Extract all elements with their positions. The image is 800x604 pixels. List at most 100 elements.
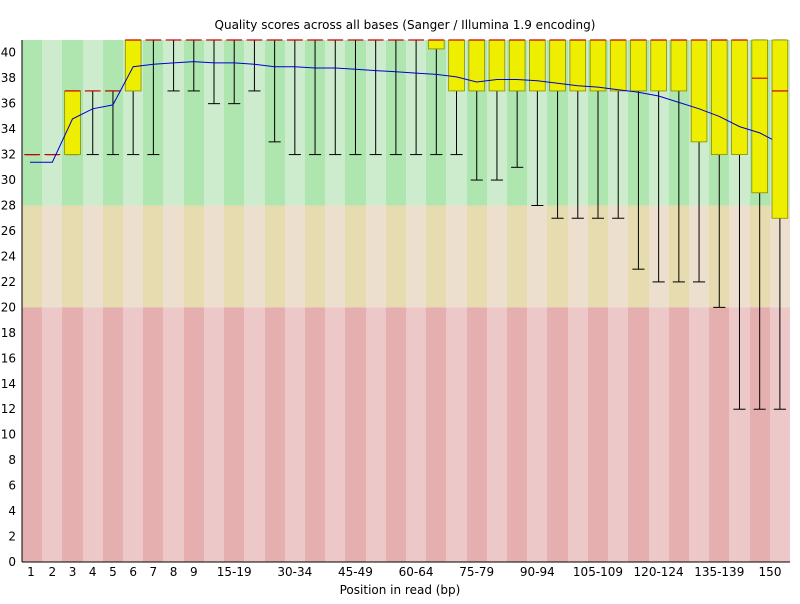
band-reasonable-stripe [345,205,366,308]
band-poor-stripe [669,307,689,562]
y-tick-label: 38 [1,71,16,85]
band-reasonable-stripe [285,205,305,308]
band-reasonable-stripe [163,205,184,308]
box-position-40-44 [327,39,344,156]
band-poor-stripe [103,307,123,562]
box-position-120-124 [650,39,667,283]
x-tick-label: 60-64 [399,565,434,579]
iqr-box [609,39,627,92]
box-position-130-134 [690,39,708,283]
band-reasonable-stripe [366,205,386,308]
y-tick-label: 22 [1,275,16,289]
band-poor-stripe [406,307,426,562]
iqr-box [428,39,445,50]
band-poor-stripe [42,307,62,562]
band-poor-stripe [527,307,547,562]
band-poor-stripe [325,307,345,562]
band-poor-stripe [709,307,729,562]
band-poor-stripe [62,307,83,562]
x-tick-label: 7 [150,565,158,579]
band-good-stripe [163,40,184,206]
iqr-box [468,39,486,92]
band-reasonable-stripe [22,205,42,308]
band-reasonable-stripe [507,205,527,308]
x-tick-label: 120-124 [634,565,684,579]
box-position-110-114 [609,39,627,219]
y-tick-label: 32 [1,148,16,162]
y-tick-label: 16 [1,351,16,365]
box-position-45-49 [347,39,364,156]
band-good-stripe [42,40,62,206]
x-tick-label: 30-34 [277,565,312,579]
band-reasonable-stripe [568,205,588,308]
iqr-box [670,39,688,92]
x-tick-labels: 1 2 3 4 5 6 7 8 9 15-19 30-34 45-49 60-64 75-79 90-94 1… [27,565,781,579]
iqr-box [690,39,708,143]
x-tick-label: 1 [27,565,35,579]
y-tick-label: 14 [1,377,16,391]
iqr-box [650,39,667,92]
box-position-90-94 [529,39,546,207]
band-poor-stripe [628,307,649,562]
box-position-80-84 [488,39,506,181]
band-reasonable-stripe [527,205,547,308]
band-poor-stripe [22,307,42,562]
mean-line [30,61,773,163]
box-position-9 [185,39,202,92]
y-tick-label: 40 [1,46,16,60]
box-plots [24,39,789,410]
box-position-30-34 [286,39,303,156]
box-position-7 [145,39,162,156]
band-poor-stripe [163,307,184,562]
axes [21,40,790,563]
x-tick-label: 75-79 [459,565,494,579]
iqr-box [64,90,81,155]
box-position-65-69 [428,39,445,156]
box-position-95-99 [549,39,566,219]
box-position-3 [64,90,81,156]
band-poor-stripe [265,307,285,562]
iqr-box [710,39,728,155]
x-tick-label: 135-139 [694,565,744,579]
iqr-box [488,39,506,92]
band-reasonable-stripe [123,205,143,308]
band-good-stripe [22,40,42,206]
band-reasonable-stripe [406,205,426,308]
iqr-box [731,39,748,155]
band-reasonable-stripe [184,205,204,308]
band-reasonable-stripe [265,205,285,308]
band-poor-stripe [386,307,406,562]
y-tick-label: 20 [1,300,16,314]
band-poor-stripe [285,307,305,562]
band-reasonable-stripe [325,205,345,308]
band-poor-stripe [305,307,325,562]
iqr-box [630,39,647,92]
y-tick-label: 26 [1,224,16,238]
chart-title: Quality scores across all bases (Sanger … [215,18,596,32]
quality-bands [22,40,790,562]
band-poor-stripe [345,307,366,562]
y-tick-label: 30 [1,173,16,187]
box-position-4 [84,90,101,156]
iqr-box [529,39,546,92]
box-position-5 [105,90,121,156]
band-reasonable-stripe [588,205,608,308]
box-position-25-29 [266,39,283,143]
x-tick-label: 6 [129,565,137,579]
box-position-8 [165,39,182,92]
y-tick-label: 6 [8,479,16,493]
band-poor-stripe [204,307,224,562]
band-poor-stripe [547,307,568,562]
band-reasonable-stripe [426,205,446,308]
x-tick-label: 5 [109,565,117,579]
band-reasonable-stripe [608,205,628,308]
band-reasonable-stripe [143,205,163,308]
y-tick-label: 0 [8,555,16,569]
iqr-box [751,39,768,194]
mean-line-group [30,61,773,163]
x-tick-label: 150 [759,565,782,579]
band-reasonable-stripe [305,205,325,308]
